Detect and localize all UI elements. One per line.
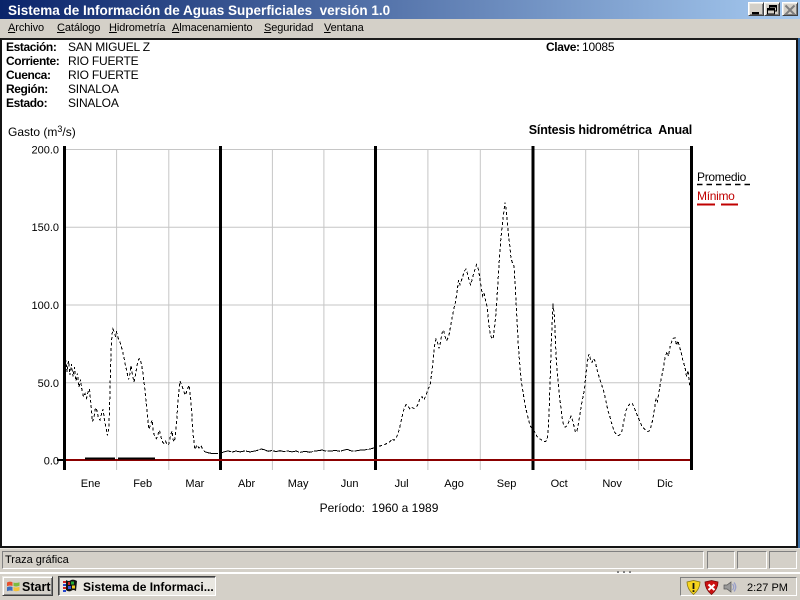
svg-text:Sep: Sep — [497, 478, 517, 490]
svg-text:Feb: Feb — [133, 478, 152, 490]
svg-text:Abr: Abr — [238, 478, 255, 490]
svg-text:Promedio: Promedio — [697, 170, 747, 184]
svg-text:50.0: 50.0 — [38, 378, 59, 390]
svg-text:Ago: Ago — [444, 478, 464, 490]
svg-text:Ene: Ene — [81, 478, 101, 490]
svg-text:Período: 1960 a 1989: Período: 1960 a 1989 — [320, 501, 439, 515]
svg-text:150.0: 150.0 — [31, 222, 59, 234]
svg-text:200.0: 200.0 — [31, 145, 59, 157]
svg-text:Jul: Jul — [395, 478, 409, 490]
svg-text:0.0: 0.0 — [44, 456, 59, 468]
svg-text:Mar: Mar — [185, 478, 204, 490]
svg-text:Oct: Oct — [551, 478, 568, 490]
svg-text:Jun: Jun — [341, 478, 359, 490]
svg-text:Nov: Nov — [602, 478, 622, 490]
svg-text:May: May — [288, 478, 309, 490]
svg-text:100.0: 100.0 — [31, 300, 59, 312]
svg-text:Dic: Dic — [657, 478, 673, 490]
svg-text:Mínimo: Mínimo — [697, 189, 735, 203]
